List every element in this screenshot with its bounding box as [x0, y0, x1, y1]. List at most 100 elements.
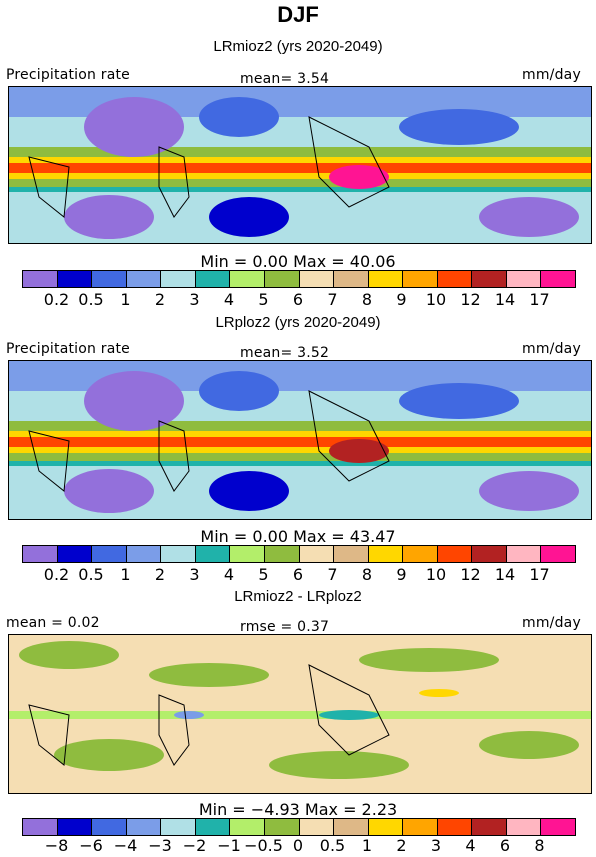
- panel2-left-label: Precipitation rate: [6, 341, 130, 357]
- panel2-right-label: mm/day: [522, 341, 581, 357]
- colorbar-tick-label: 9: [396, 290, 407, 309]
- cbar-swatch: [23, 546, 58, 562]
- cbar-swatch: [299, 271, 335, 287]
- colorbar-tick-label: 10: [425, 290, 447, 309]
- panel3-right-label: mm/day: [522, 615, 581, 631]
- colorbar-tick-label: 8: [534, 836, 545, 855]
- panel2-precip-map: [8, 360, 592, 520]
- panel2-ticks: 0.2 0.5 1 2 3 4 5 6 7 8 9 10 12 14 17: [22, 565, 574, 585]
- cbar-swatch: [126, 819, 162, 835]
- colorbar-tick-label: −6: [79, 836, 103, 855]
- panel3-map-graphic: [9, 635, 591, 793]
- colorbar-tick-label: 17: [529, 290, 550, 309]
- colorbar-tick-label: 1: [120, 565, 131, 584]
- cbar-swatch: [264, 271, 300, 287]
- colorbar-tick-label: 0.2: [43, 290, 70, 309]
- cbar-swatch: [92, 546, 127, 562]
- colorbar-tick-label: 3: [430, 836, 442, 855]
- colorbar-tick-label: 4: [223, 565, 235, 584]
- cbar-swatch: [403, 546, 438, 562]
- cbar-swatch: [126, 271, 162, 287]
- cbar-swatch: [230, 271, 265, 287]
- colorbar-tick-label: 4: [223, 290, 235, 309]
- panel3-ticks: −8 −6 −4 −3 −2 −1 −0.5 0 0.5 1 2 3 4 6 8: [22, 836, 574, 856]
- colorbar-tick-label: −4: [113, 836, 138, 855]
- cbar-swatch: [57, 546, 93, 562]
- colorbar-tick-label: 5: [258, 565, 269, 584]
- colorbar-tick-label: 1: [120, 290, 131, 309]
- colorbar-tick-label: 8: [361, 565, 373, 584]
- colorbar-tick-label: 6: [499, 836, 511, 855]
- cbar-swatch: [126, 546, 162, 562]
- colorbar-tick-label: 7: [327, 290, 338, 309]
- colorbar-tick-label: 4: [465, 836, 476, 855]
- colorbar-tick-label: 0.5: [78, 290, 104, 309]
- cbar-swatch: [23, 819, 58, 835]
- cbar-swatch: [541, 546, 575, 562]
- cbar-swatch: [541, 271, 575, 287]
- panel3-left-label: mean = 0.02: [6, 615, 100, 631]
- colorbar-tick-label: 3: [189, 565, 200, 584]
- colorbar-tick-label: 12: [460, 565, 481, 584]
- cbar-swatch: [57, 819, 93, 835]
- panel1-minmax: Min = 0.00 Max = 40.06: [200, 252, 396, 271]
- panel1-subtitle: LRmioz2 (yrs 2020-2049): [213, 38, 383, 55]
- figure-title: DJF: [277, 2, 319, 27]
- cbar-swatch: [472, 546, 507, 562]
- colorbar-tick-label: 7: [327, 565, 338, 584]
- colorbar-tick-label: 3: [189, 290, 200, 309]
- panel1-ticks: 0.2 0.5 1 2 3 4 5 6 7 8 9 10 12 14 17: [22, 290, 574, 310]
- cbar-swatch: [368, 271, 404, 287]
- cbar-swatch: [368, 546, 404, 562]
- cbar-swatch: [506, 271, 542, 287]
- cbar-swatch: [334, 819, 369, 835]
- cbar-swatch: [195, 546, 231, 562]
- panel2-subtitle: LRploz2 (yrs 2020-2049): [215, 314, 381, 331]
- cbar-swatch: [23, 271, 58, 287]
- colorbar-tick-label: 10: [425, 565, 447, 584]
- panel2-map-graphic: [9, 361, 591, 519]
- cbar-swatch: [195, 271, 231, 287]
- colorbar-tick-label: 2: [154, 290, 166, 309]
- colorbar-tick-label: 2: [154, 565, 166, 584]
- cbar-swatch: [334, 546, 369, 562]
- colorbar-tick-label: 12: [460, 290, 481, 309]
- panel3-diff-map: [8, 634, 592, 794]
- panel3-subtitle: LRmioz2 - LRploz2: [234, 588, 362, 605]
- panel3-minmax: Min = −4.93 Max = 2.23: [198, 800, 398, 819]
- cbar-swatch: [403, 819, 438, 835]
- colorbar-tick-label: 0: [292, 836, 304, 855]
- colorbar-tick-label: −1: [217, 836, 241, 855]
- colorbar-tick-label: 6: [292, 290, 304, 309]
- colorbar-tick-label: −8: [44, 836, 69, 855]
- panel3-colorbar: [22, 818, 576, 836]
- cbar-swatch: [334, 271, 369, 287]
- cbar-swatch: [264, 546, 300, 562]
- cbar-swatch: [161, 271, 196, 287]
- cbar-swatch: [472, 819, 507, 835]
- cbar-swatch: [57, 271, 93, 287]
- cbar-swatch: [437, 546, 473, 562]
- colorbar-tick-label: 0.5: [319, 836, 346, 855]
- colorbar-tick-label: 0.5: [78, 565, 104, 584]
- cbar-swatch: [299, 819, 335, 835]
- colorbar-tick-label: 14: [494, 290, 516, 309]
- panel1-right-label: mm/day: [522, 67, 581, 83]
- panel2-colorbar: [22, 545, 576, 563]
- colorbar-tick-label: 5: [258, 290, 269, 309]
- panel2-center-label: mean= 3.52: [240, 345, 330, 361]
- panel1-colorbar: [22, 270, 576, 288]
- panel1-map-graphic: [9, 87, 591, 243]
- cbar-swatch: [403, 271, 438, 287]
- cbar-swatch: [368, 819, 404, 835]
- panel2-minmax: Min = 0.00 Max = 43.47: [200, 527, 396, 546]
- colorbar-tick-label: 2: [396, 836, 407, 855]
- cbar-swatch: [161, 546, 196, 562]
- cbar-swatch: [230, 819, 265, 835]
- cbar-swatch: [92, 819, 127, 835]
- panel3-center-label: rmse = 0.37: [240, 619, 330, 635]
- cbar-swatch: [264, 819, 300, 835]
- cbar-swatch: [437, 819, 473, 835]
- colorbar-tick-label: 8: [361, 290, 373, 309]
- colorbar-tick-label: −2: [182, 836, 207, 855]
